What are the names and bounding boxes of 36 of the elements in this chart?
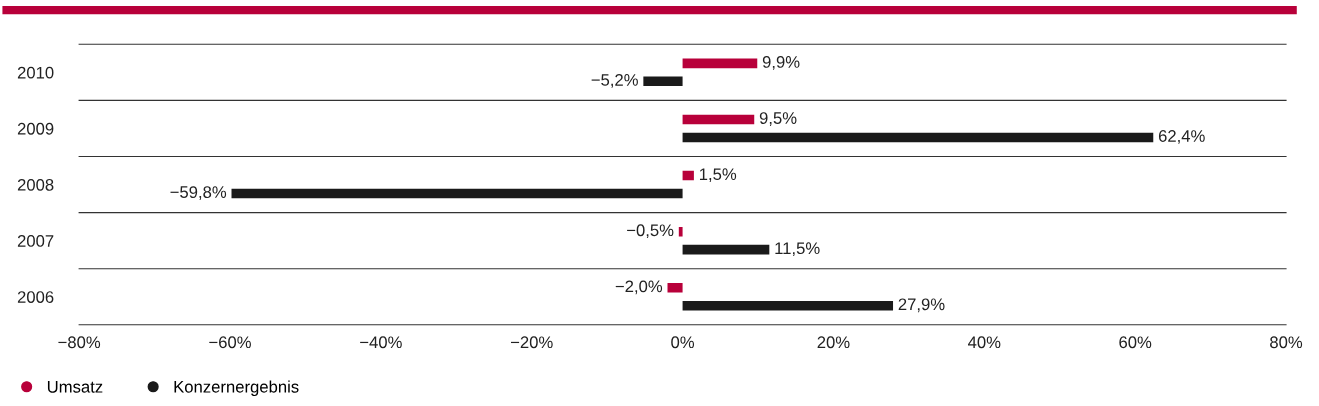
- y-tick-label: 2006: [17, 291, 54, 303]
- bar: [682, 58, 758, 69]
- x-tick-label: 60%: [1119, 336, 1152, 349]
- x-tick-label: 0%: [671, 336, 695, 349]
- bar: [682, 244, 770, 255]
- x-tick-label: −80%: [58, 336, 101, 349]
- x-tick-label: 40%: [968, 336, 1001, 349]
- y-tick-label: 2007: [17, 235, 54, 247]
- data-label: 9,5%: [759, 112, 797, 126]
- data-label: 9,9%: [762, 56, 800, 70]
- data-label: 1,5%: [700, 168, 737, 183]
- bar: [682, 132, 1154, 143]
- bar: [682, 114, 755, 125]
- bar: [643, 76, 683, 87]
- data-label: −59,8%: [170, 186, 227, 200]
- data-label: −2,0%: [615, 280, 663, 295]
- x-tick-label: −40%: [360, 336, 402, 349]
- y-tick-label: 2010: [17, 66, 54, 79]
- data-label: 27,9%: [898, 298, 945, 313]
- y-tick-label: 2008: [17, 178, 54, 191]
- bar: [682, 300, 894, 311]
- data-label: −5,2%: [591, 73, 638, 88]
- data-label: −0,5%: [627, 224, 674, 239]
- x-tick-label: 20%: [817, 336, 850, 349]
- x-tick-label: −20%: [511, 336, 553, 349]
- x-tick-label: −60%: [209, 336, 251, 349]
- bar: [682, 170, 694, 181]
- bar: [231, 188, 683, 199]
- x-tick-label: 80%: [1270, 336, 1303, 349]
- bar: [667, 283, 683, 293]
- data-label: 11,5%: [775, 242, 820, 257]
- legend-label: Umsatz: [47, 381, 103, 393]
- y-tick-label: 2009: [17, 122, 54, 135]
- bar: [678, 226, 683, 237]
- data-label: 62,4%: [1158, 130, 1205, 144]
- legend-label: Konzernergebnis: [174, 380, 299, 396]
